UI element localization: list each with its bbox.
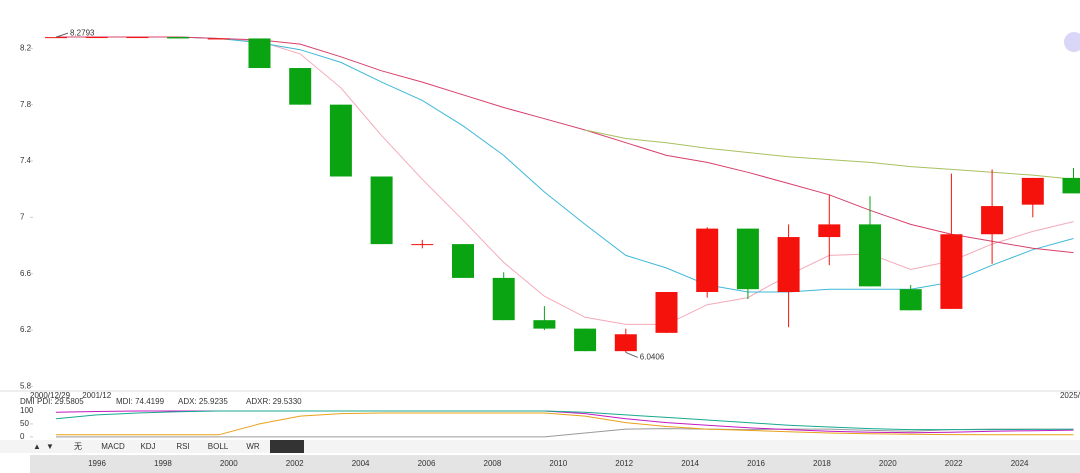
navigator-label: 2010: [549, 459, 567, 468]
candle-body: [899, 289, 922, 311]
indicator-legend: ADXR: 29.5330: [246, 397, 302, 406]
navigator-label: 1998: [154, 459, 172, 468]
navigator: [30, 455, 1080, 473]
navigator-label: 2002: [286, 459, 304, 468]
tab[interactable]: WR: [246, 442, 260, 451]
candle-body: [533, 320, 556, 329]
tab-active: [270, 440, 304, 453]
candle-body: [329, 104, 352, 177]
candle-body: [777, 237, 800, 292]
candle-body: [1021, 177, 1044, 205]
navigator-label: 2016: [747, 459, 765, 468]
candle-body: [859, 224, 881, 287]
candle-body: [85, 37, 108, 39]
indicator-line: [56, 412, 1074, 436]
y-tick-label: 6.2: [20, 325, 32, 334]
candle-body: [207, 38, 230, 40]
y-tick-label: 8.2: [20, 43, 32, 52]
candle-body: [126, 37, 149, 39]
candle-body: [167, 37, 190, 39]
candle-body: [370, 176, 393, 245]
indicator-line: [56, 428, 1074, 438]
indicator-tick-label: 50: [20, 419, 29, 428]
tab[interactable]: MACD: [101, 442, 125, 451]
candle-body: [736, 228, 759, 290]
x-tick-label: 2001/12: [82, 391, 111, 400]
navigator-label: 2000: [220, 459, 238, 468]
candle-body: [940, 234, 963, 309]
annotation-label: 8.2793: [70, 28, 95, 37]
navigator-label: 2006: [418, 459, 436, 468]
tab[interactable]: ▼: [46, 442, 54, 451]
candle-body: [45, 37, 67, 39]
indicator-tick-label: 100: [20, 406, 34, 415]
y-tick-label: 7.4: [20, 156, 32, 165]
navigator-label: 2024: [1011, 459, 1029, 468]
candle-body: [289, 68, 312, 105]
x-tick-label: 2000/12/29: [30, 391, 71, 400]
indicator-name: DMI: [20, 397, 35, 406]
indicator-line: [55, 410, 1074, 431]
corner-icon: [1064, 32, 1080, 52]
candle-body: [574, 328, 597, 352]
navigator-label: 2012: [615, 459, 633, 468]
indicator-legend: PDI: 29.5805: [37, 397, 84, 406]
tab[interactable]: 无: [74, 442, 82, 451]
candle-body: [411, 244, 434, 246]
navigator-label: 2020: [879, 459, 897, 468]
tab[interactable]: DMI: [280, 442, 295, 451]
y-tick-label: 5.8: [20, 381, 32, 390]
navigator-label: 2018: [813, 459, 831, 468]
tab[interactable]: BOLL: [208, 442, 229, 451]
navigator-label: 2008: [484, 459, 502, 468]
annotation-line: [55, 32, 69, 38]
indicator-tick-label: 0: [20, 432, 25, 441]
indicator-legend: MDI: 74.4199: [116, 397, 165, 406]
y-tick-label: 7: [20, 212, 25, 221]
y-tick-label: 6.6: [20, 269, 32, 278]
tab-bar: [0, 440, 1080, 453]
navigator-label: 2004: [352, 459, 370, 468]
tab[interactable]: KDJ: [140, 442, 155, 451]
x-tick-label: 2025/: [1060, 391, 1080, 400]
candle-body: [1062, 177, 1080, 194]
y-tick-label: 7.8: [20, 100, 32, 109]
navigator-label: 2014: [681, 459, 699, 468]
annotation-line: [625, 352, 638, 358]
candle-body: [818, 224, 841, 238]
navigator-label: 1996: [88, 459, 106, 468]
navigator-label: 2022: [945, 459, 963, 468]
tab[interactable]: ▲: [33, 442, 41, 451]
candle-body: [696, 228, 719, 292]
indicator-legend: ADX: 25.9235: [178, 397, 228, 406]
annotation-label: 6.0406: [640, 353, 665, 362]
candle-body: [492, 277, 515, 321]
candle-body: [248, 38, 271, 69]
candle-body: [614, 334, 637, 352]
candle-body: [655, 291, 678, 333]
tab[interactable]: RSI: [176, 442, 189, 451]
candle-body: [981, 206, 1004, 235]
candle-body: [452, 244, 474, 278]
